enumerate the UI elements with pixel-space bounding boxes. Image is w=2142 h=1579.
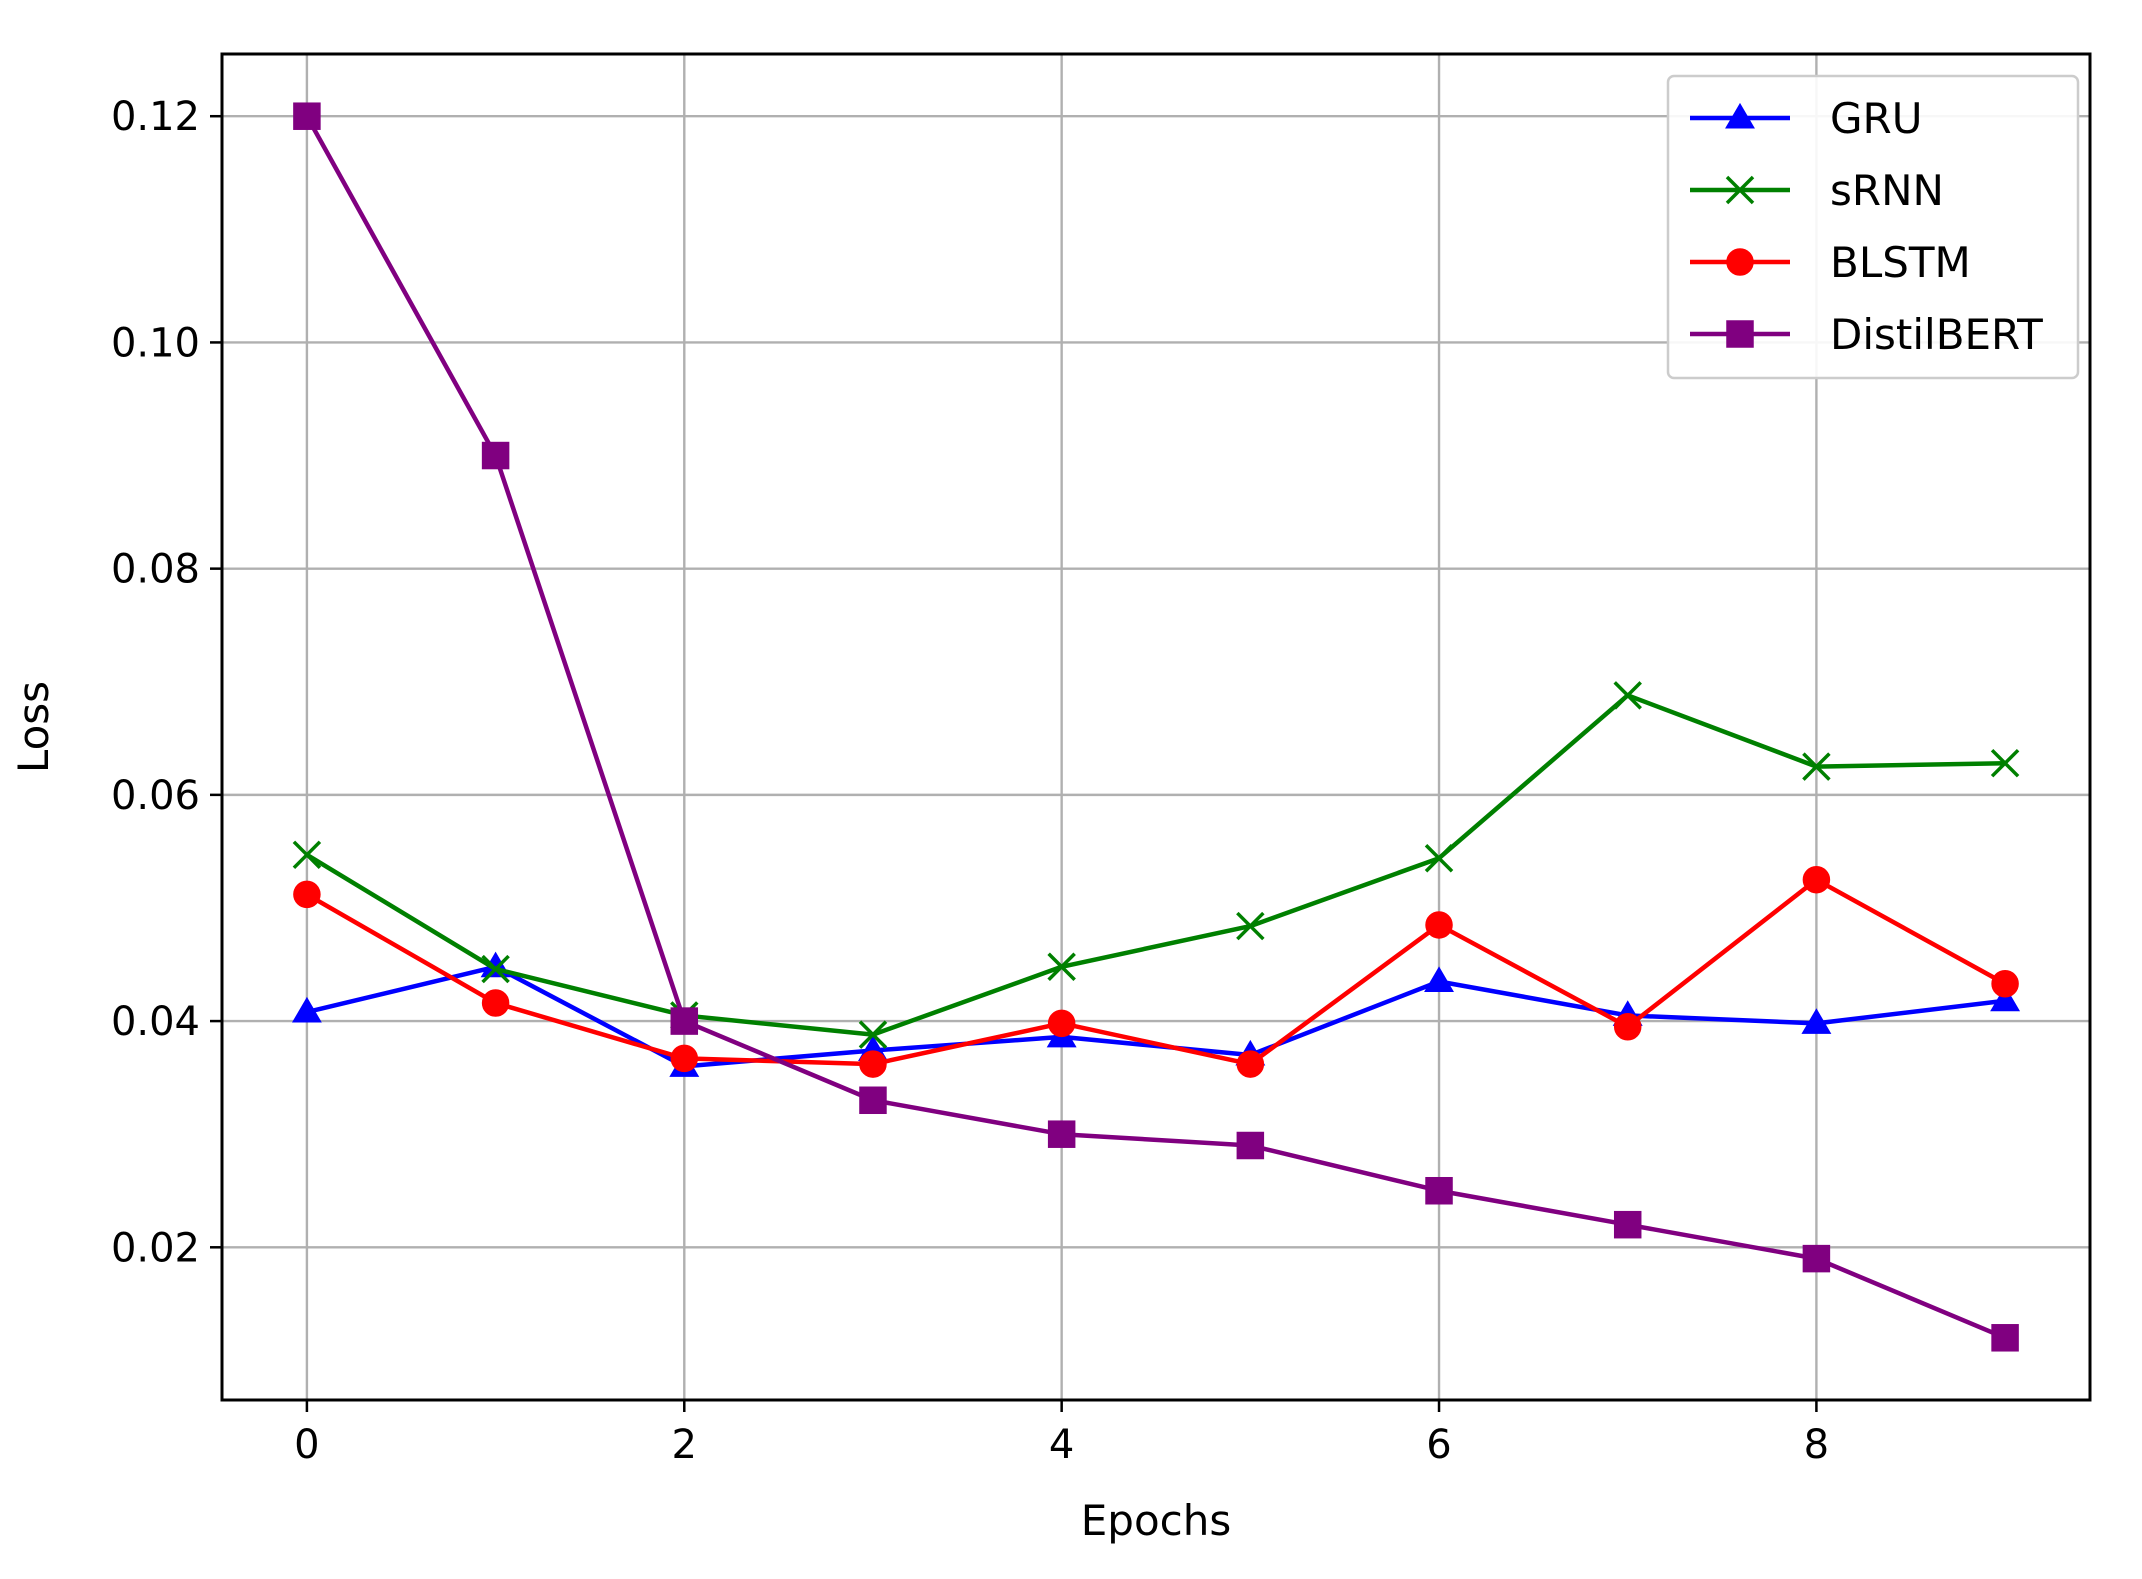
data-point-blstm (481, 989, 510, 1017)
x-tick-label: 0 (294, 1422, 319, 1468)
x-tick-label: 8 (1804, 1422, 1829, 1468)
data-point-distilbert (293, 102, 321, 130)
legend-marker-gru (1725, 102, 1755, 129)
legend-item-blstm: BLSTM (1690, 238, 1971, 287)
legend-label-distilbert: DistilBERT (1830, 310, 2043, 359)
legend-label-srnn: sRNN (1830, 166, 1944, 215)
data-point-gru (291, 996, 322, 1023)
series-line-blstm (305, 877, 2007, 1067)
y-tick-label: 0.04 (111, 999, 200, 1045)
y-tick-label: 0.10 (111, 320, 200, 366)
data-point-blstm (1236, 1050, 1265, 1078)
data-point-srnn (858, 1020, 888, 1049)
legend-marker-blstm (1726, 248, 1754, 276)
x-axis-label: Epochs (1081, 1496, 1232, 1545)
series-layer (291, 102, 2021, 1352)
series-line-distilbert (304, 115, 2006, 1340)
y-tick-label: 0.12 (111, 94, 200, 140)
data-point-blstm (1802, 865, 1831, 894)
data-point-gru (1801, 1008, 1832, 1034)
data-point-blstm (1047, 1009, 1076, 1038)
data-point-distilbert (1802, 1244, 1831, 1273)
data-point-srnn (1990, 748, 2020, 778)
plot-frame (220, 52, 2092, 1402)
data-point-distilbert (481, 441, 510, 470)
x-tick-label: 2 (672, 1422, 697, 1468)
data-point-srnn (1613, 681, 1642, 710)
legend-item-gru: GRU (1690, 94, 1922, 143)
data-point-srnn (1802, 752, 1831, 781)
legend-label-blstm: BLSTM (1830, 238, 1971, 287)
legend-box (1666, 74, 2080, 380)
legend-item-srnn: sRNN (1690, 166, 1944, 215)
x-tick-label: 4 (1049, 1422, 1074, 1468)
data-point-distilbert (1425, 1176, 1453, 1205)
x-tick-label: 6 (1426, 1422, 1451, 1468)
data-point-distilbert (859, 1086, 887, 1115)
data-point-blstm (1991, 970, 2019, 998)
data-point-blstm (670, 1044, 699, 1073)
data-point-blstm (293, 880, 321, 909)
data-point-srnn (1236, 911, 1265, 941)
y-tick-label: 0.02 (111, 1225, 200, 1271)
data-point-srnn (481, 954, 510, 984)
data-point-gru (1990, 985, 2021, 1012)
data-point-blstm (1613, 1012, 1642, 1041)
legend-item-distilbert: DistilBERT (1690, 310, 2043, 359)
data-point-distilbert (1047, 1120, 1076, 1148)
series-line-srnn (305, 693, 2006, 1037)
data-point-srnn (1424, 843, 1454, 873)
y-tick-label: 0.06 (111, 773, 200, 819)
y-tick-label: 0.08 (111, 547, 200, 593)
data-point-distilbert (1236, 1131, 1265, 1160)
y-axis-label: Loss (9, 681, 58, 773)
series-line-gru (306, 964, 2006, 1069)
data-point-distilbert (1991, 1324, 2019, 1352)
series-distilbert (293, 102, 2019, 1352)
data-point-blstm (1425, 911, 1453, 939)
data-point-distilbert (1613, 1210, 1642, 1239)
legend: GRU sRNN BLSTM DistilBERT (1666, 74, 2080, 380)
axes (220, 52, 2092, 1402)
data-point-blstm (859, 1050, 887, 1078)
ticks: 0 2 4 6 8 0.02 0.04 0.06 0.08 0.10 0.12 (111, 94, 1829, 1468)
data-point-srnn (292, 840, 322, 870)
series-gru (291, 951, 2021, 1077)
data-point-distilbert (670, 1007, 699, 1035)
data-point-srnn (1047, 952, 1076, 982)
series-srnn (292, 681, 2020, 1049)
legend-marker-distilbert (1726, 320, 1754, 348)
legend-marker-srnn (1725, 175, 1755, 205)
data-point-gru (1424, 966, 1454, 992)
series-blstm (293, 865, 2019, 1078)
legend-label-gru: GRU (1830, 94, 1922, 143)
